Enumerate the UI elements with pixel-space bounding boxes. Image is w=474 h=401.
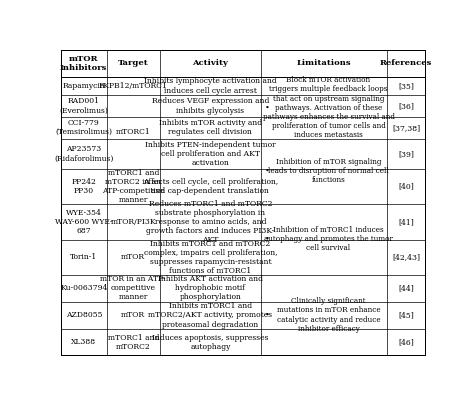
Text: [37,38]: [37,38]	[392, 124, 420, 132]
Text: FKPB12/mTORC1: FKPB12/mTORC1	[99, 82, 168, 90]
Text: Inhibits mTORC1 and
mTORC2/AKT activity, promotes
proteasomal degradation: Inhibits mTORC1 and mTORC2/AKT activity,…	[148, 302, 273, 329]
Text: Affects cell cycle, cell proliferation,
and cap-dependent translation: Affects cell cycle, cell proliferation, …	[143, 178, 278, 195]
Text: Reduces mTORC1 and mTORC2
substrate phosphorylation in
response to amino acids, : Reduces mTORC1 and mTORC2 substrate phos…	[146, 200, 274, 244]
Text: Torin-1: Torin-1	[70, 253, 98, 261]
Text: Inhibits AKT activation and
hydrophobic motif
phosphorylation: Inhibits AKT activation and hydrophobic …	[158, 275, 263, 302]
Text: Inhibits PTEN-independent tumor
cell proliferation and AKT
activation: Inhibits PTEN-independent tumor cell pro…	[145, 141, 275, 167]
Text: References: References	[380, 59, 432, 67]
Text: Reduces VEGF expression and
inhibits glycolysis: Reduces VEGF expression and inhibits gly…	[152, 97, 269, 115]
Text: Target: Target	[118, 59, 149, 67]
Text: mTORC1 and
mTORC2 in an
ATP-competitive
manner: mTORC1 and mTORC2 in an ATP-competitive …	[102, 168, 164, 204]
Text: mTOR: mTOR	[121, 312, 146, 320]
Text: [42,43]: [42,43]	[392, 253, 420, 261]
Text: [45]: [45]	[398, 312, 414, 320]
Text: [46]: [46]	[398, 338, 414, 346]
Text: •: •	[264, 235, 269, 243]
Text: CCI-779
(Temsirolimus): CCI-779 (Temsirolimus)	[55, 119, 112, 136]
Text: mTOR in an ATP-
competitive
manner: mTOR in an ATP- competitive manner	[100, 275, 166, 302]
Text: Ku-0063794: Ku-0063794	[60, 284, 108, 292]
Text: mTOR/PI3K: mTOR/PI3K	[110, 218, 156, 226]
Text: •: •	[264, 311, 269, 319]
Text: Block mTOR activation
triggers multiple feedback loops
that act on upstream sign: Block mTOR activation triggers multiple …	[263, 76, 394, 139]
Text: Rapamycin: Rapamycin	[63, 82, 105, 90]
Text: [39]: [39]	[398, 150, 414, 158]
Text: mTOR
Inhibitors: mTOR Inhibitors	[60, 55, 108, 72]
Text: XL388: XL388	[71, 338, 96, 346]
Text: •: •	[264, 167, 269, 175]
Text: PP242
PP30: PP242 PP30	[72, 178, 96, 195]
Text: •: •	[264, 104, 269, 112]
Text: [41]: [41]	[398, 218, 414, 226]
Text: Inhibition of mTORC1 induces
autophagy and promotes the tumor
cell survival: Inhibition of mTORC1 induces autophagy a…	[264, 226, 393, 252]
Text: [36]: [36]	[398, 102, 414, 110]
Text: AZD8055: AZD8055	[65, 312, 102, 320]
Text: WYE-354
WAY-600 WYE-
687: WYE-354 WAY-600 WYE- 687	[55, 209, 113, 235]
Text: Clinically significant
mutations in mTOR enhance
catalytic activity and reduce
i: Clinically significant mutations in mTOR…	[277, 297, 380, 333]
Text: Activity: Activity	[192, 59, 228, 67]
Text: mTORC1 and
mTORC2: mTORC1 and mTORC2	[108, 334, 159, 351]
Text: [40]: [40]	[398, 182, 414, 190]
Text: Limitations: Limitations	[297, 59, 351, 67]
Text: Inhibition of mTOR signaling
leads to disruption of normal cell
functions: Inhibition of mTOR signaling leads to di…	[268, 158, 389, 184]
Text: Induces apoptosis, suppresses
autophagy: Induces apoptosis, suppresses autophagy	[152, 334, 269, 351]
Text: mTORC1: mTORC1	[116, 128, 151, 136]
Text: Inhibits mTOR activity and
regulates cell division: Inhibits mTOR activity and regulates cel…	[159, 119, 262, 136]
Text: RAD001
(Everolimus): RAD001 (Everolimus)	[59, 97, 108, 115]
Text: Inhibits mTORC1 and mTORC2
complex, impairs cell proliferation,
suppresses rapam: Inhibits mTORC1 and mTORC2 complex, impa…	[144, 240, 277, 275]
Text: [44]: [44]	[398, 284, 414, 292]
Text: [35]: [35]	[398, 82, 414, 90]
Text: Inhibits lymphocyte activation and
induces cell cycle arrest: Inhibits lymphocyte activation and induc…	[144, 77, 277, 95]
Text: AP23573
(Ridaforolimus): AP23573 (Ridaforolimus)	[54, 145, 113, 162]
Text: mTOR: mTOR	[121, 253, 146, 261]
